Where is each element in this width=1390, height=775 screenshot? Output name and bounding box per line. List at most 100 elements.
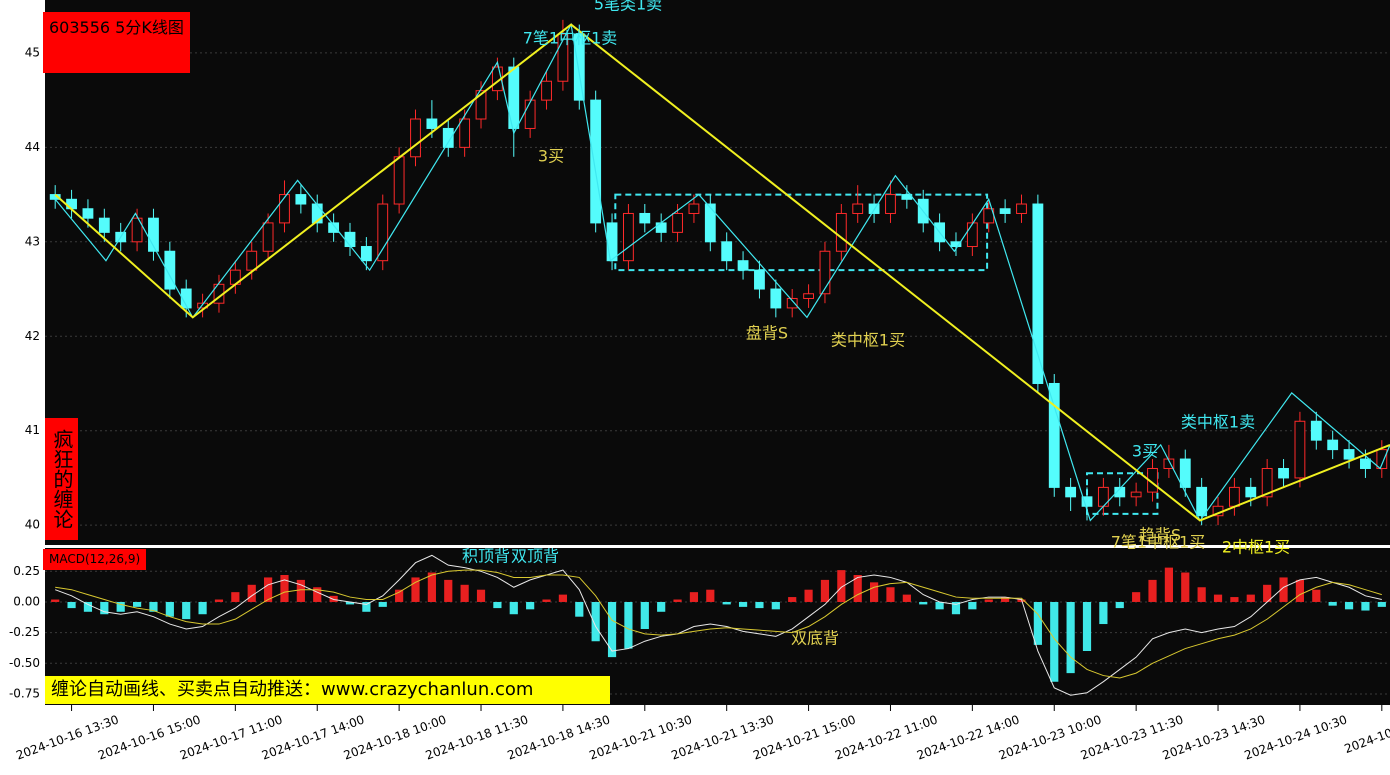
y-tick-label: 45 <box>25 45 40 59</box>
candle-body <box>459 118 471 148</box>
candle-body <box>344 231 356 248</box>
candle-body <box>1360 458 1371 469</box>
candle-body <box>1343 449 1355 460</box>
stroke-line <box>54 23 1390 522</box>
y-tick-label: 42 <box>25 329 40 343</box>
annotation: 类中枢1卖 <box>1181 413 1255 432</box>
candle-body <box>606 222 618 262</box>
annotation: 7笔1中枢1买 <box>1111 533 1206 552</box>
candle-body <box>131 217 143 243</box>
candle-body <box>426 118 438 129</box>
candle-body <box>1278 467 1289 479</box>
zone <box>614 193 989 272</box>
candle-body <box>541 80 552 101</box>
candle-body <box>966 222 978 248</box>
candle-body <box>246 250 258 271</box>
candle-body <box>770 288 782 309</box>
annotation: 双顶背 <box>511 547 559 566</box>
candle-body <box>754 269 765 290</box>
candle-body <box>1081 496 1093 507</box>
candle-body <box>508 66 520 129</box>
candle-body <box>262 222 274 252</box>
annotation: 类中枢1买 <box>831 331 905 350</box>
candle-body <box>704 203 716 243</box>
candle-body <box>786 297 798 309</box>
dif-line <box>55 554 1382 696</box>
y-tick-label: 44 <box>25 140 40 154</box>
y-tick-label: -0.50 <box>9 656 40 670</box>
candle-body <box>590 99 602 224</box>
candle-body <box>688 203 700 214</box>
candle-body <box>360 246 372 262</box>
candle-body <box>1130 491 1142 498</box>
y-tick-label: 40 <box>25 518 40 532</box>
dea-line <box>55 569 1382 679</box>
annotation: 双底背 <box>791 629 839 648</box>
candle-body <box>1163 458 1175 469</box>
candle-body <box>721 241 733 262</box>
candle-body <box>82 208 94 219</box>
y-tick-label: -0.25 <box>9 625 40 639</box>
candle-body <box>1179 458 1191 488</box>
candle-body <box>164 250 176 290</box>
chart-title: 603556 5分K线图 <box>43 12 190 73</box>
annotation: 3买 <box>538 147 564 166</box>
candle-body <box>1310 420 1322 441</box>
candle-body <box>999 208 1011 214</box>
candle-body <box>803 293 814 299</box>
annotation: 盘背S <box>746 324 788 343</box>
candle-body <box>885 194 896 214</box>
candle-body <box>737 260 749 271</box>
candle-body <box>639 212 651 224</box>
stroke-line <box>54 22 1390 522</box>
annotation: 7笔1中枢1卖 <box>523 29 618 48</box>
y-tick-label: -0.75 <box>9 686 40 700</box>
candle-body <box>950 241 962 248</box>
candle-body <box>180 288 192 309</box>
candle-body <box>852 203 864 214</box>
candle-body <box>475 90 487 120</box>
candle-body <box>1032 203 1044 384</box>
candle-body <box>524 99 536 129</box>
candle-body <box>573 33 585 101</box>
macd-title: MACD(12,26,9) <box>43 549 147 570</box>
candle-body <box>1376 449 1388 469</box>
annotation: 趋背S <box>1139 526 1181 545</box>
candle-body <box>1228 486 1240 507</box>
candle-body <box>393 156 405 205</box>
candle-body <box>1016 203 1027 214</box>
candle-body <box>1048 382 1060 488</box>
candle-body <box>148 217 159 252</box>
y-tick-label: 0.25 <box>13 564 40 578</box>
candle-body <box>1114 486 1126 498</box>
candle-body <box>1327 439 1339 451</box>
candle-body <box>1261 467 1273 498</box>
candle-body <box>835 212 847 252</box>
y-tick-label: 0.00 <box>13 594 40 608</box>
candle-body <box>672 212 683 233</box>
candle-body <box>295 194 307 205</box>
candle-body <box>98 217 110 233</box>
candle-body <box>49 194 61 200</box>
side-label: 疯狂的缠论 <box>45 418 78 540</box>
y-tick-label: 43 <box>25 234 40 248</box>
candle-body <box>410 118 421 158</box>
candle-body <box>1245 486 1257 498</box>
candle-body <box>442 127 454 148</box>
candle-body <box>328 222 340 233</box>
candle-body <box>1065 486 1077 498</box>
candle-body <box>1196 486 1208 517</box>
annotation: 5笔类1卖 <box>594 0 662 14</box>
candle-body <box>819 250 831 295</box>
candle-body <box>623 212 634 262</box>
annotation: 2中枢1买 <box>1222 538 1290 557</box>
annotation: 3买 <box>1132 442 1158 461</box>
banner: 缠论自动画线、买卖点自动推送：www.crazychanlun.com <box>45 676 610 704</box>
candle-body <box>279 194 290 224</box>
x-tick-label: 2024-10-24 <box>1342 719 1390 756</box>
candle-body <box>655 222 667 233</box>
candle-body <box>557 33 569 82</box>
candle-body <box>377 203 389 262</box>
